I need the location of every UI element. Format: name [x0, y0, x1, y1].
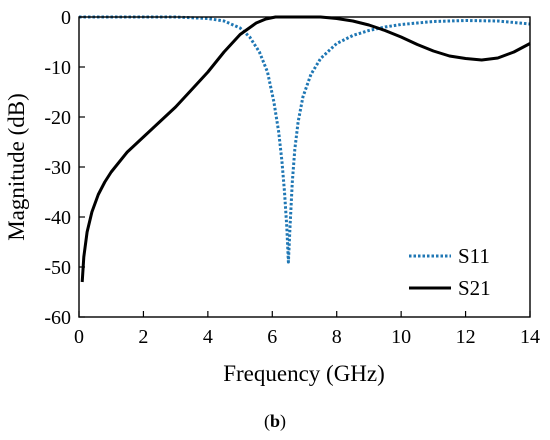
legend-label-s21: S21 — [458, 276, 491, 300]
series-line-s21 — [80, 15, 531, 283]
y-tick-label: -40 — [44, 207, 71, 229]
legend: S11 S21 — [409, 244, 491, 300]
x-tick-label: 2 — [138, 326, 148, 348]
x-tick-label: 6 — [267, 326, 277, 348]
y-axis-ticks: 0 -10 -20 -30 -40 -50 -60 — [44, 7, 85, 329]
legend-label-s11: S11 — [458, 244, 490, 268]
chart-marks — [79, 15, 531, 283]
x-axis-ticks: 0 2 4 6 8 10 12 14 — [74, 311, 540, 348]
y-tick-label: 0 — [61, 7, 71, 29]
x-tick-label: 10 — [391, 326, 411, 348]
series-line-s11 — [79, 15, 531, 264]
plot-frame — [78, 16, 531, 318]
x-axis-title: Frequency (GHz) — [223, 361, 385, 386]
y-tick-label: -10 — [44, 57, 71, 79]
y-tick-label: -20 — [44, 107, 71, 129]
x-tick-label: 8 — [332, 326, 342, 348]
x-tick-label: 14 — [520, 326, 540, 348]
x-tick-label: 4 — [203, 326, 213, 348]
x-tick-label: 0 — [74, 326, 84, 348]
figure-caption: (b) — [264, 411, 286, 432]
y-tick-label: -30 — [44, 157, 71, 179]
x-tick-label: 12 — [456, 326, 476, 348]
y-tick-label: -50 — [44, 257, 71, 279]
y-axis-title: Magnitude (dB) — [4, 93, 29, 241]
y-tick-label: -60 — [44, 307, 71, 329]
